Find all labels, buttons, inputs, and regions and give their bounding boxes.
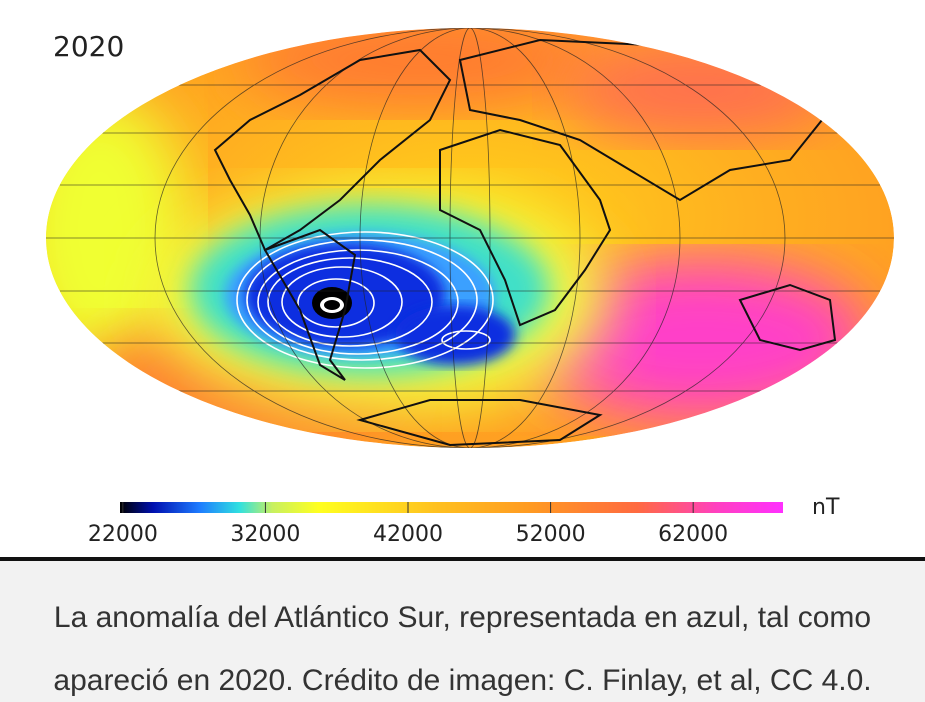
colorbar-ticks: 22000 32000 42000 52000 62000 bbox=[88, 502, 728, 547]
map-title: 2020 bbox=[53, 30, 124, 63]
tick-label: 42000 bbox=[373, 522, 443, 547]
tick-label: 32000 bbox=[230, 522, 300, 547]
field-map bbox=[46, 28, 894, 448]
tick-label: 22000 bbox=[88, 522, 158, 547]
caption-line: apareció en 2020. Crédito de imagen: C. … bbox=[53, 664, 872, 697]
caption-line: La anomalía del Atlántico Sur, represent… bbox=[53, 601, 872, 634]
tick-label: 62000 bbox=[658, 522, 728, 547]
colorbar bbox=[120, 502, 783, 513]
tick-label: 52000 bbox=[516, 522, 586, 547]
colorbar-unit: nT bbox=[812, 495, 840, 520]
caption: La anomalía del Atlántico Sur, represent… bbox=[0, 557, 925, 702]
map-figure: 2020 nT 22000 32000 42000 52000 62000 bbox=[46, 28, 894, 547]
